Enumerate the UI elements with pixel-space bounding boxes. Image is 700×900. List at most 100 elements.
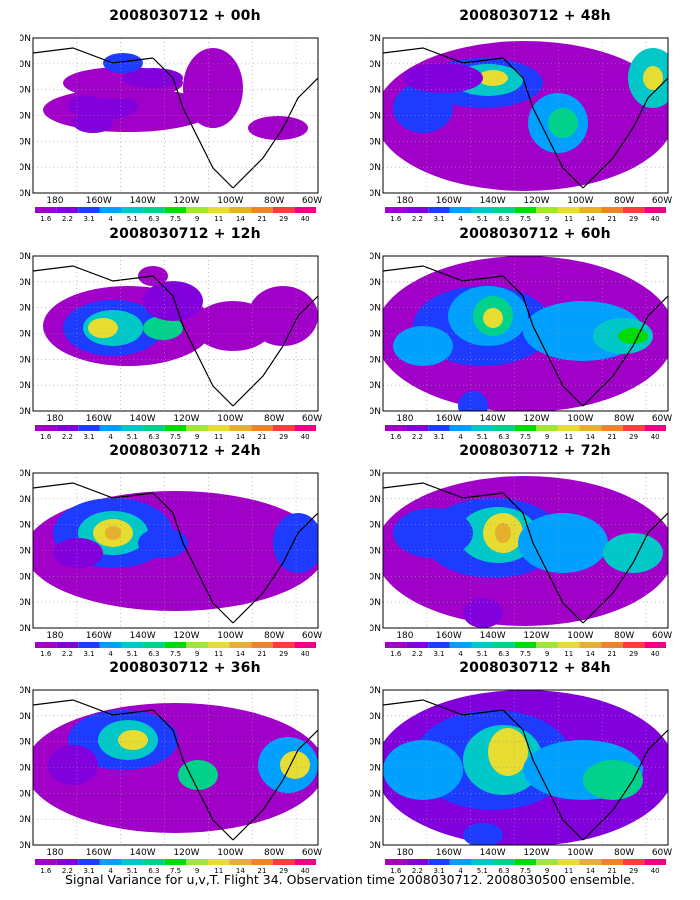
latitude-label: 20N [370,815,381,825]
colorbar-label: 3.1 [83,215,94,223]
longitude-label: 140W [480,414,506,424]
colorbar-swatch [35,207,57,213]
coastline [33,699,318,841]
colorbar-label: 6.3 [148,650,159,658]
latitude-label: 40N [370,764,381,774]
latitude-label: 70N [370,34,381,44]
latitude-label: 10N [370,407,381,417]
longitude-label: 120W [173,631,199,641]
colorbar-swatch [428,207,450,213]
latitude-label: 60N [370,60,381,70]
variance-map: 70N 60N 50N 40N 30N 20N 10N 180 160W 140W 120W 100W… [370,34,672,223]
latitude-label: 30N [370,137,381,147]
variance-map: 70N 60N 50N 40N 30N 20N 10N 180 160W 140W 120W 100W… [20,469,322,658]
map-panel: 2008030712 + 72h 70N 60N 50N 40N 30N 20N 10N 180… [370,443,700,658]
colorbar-label: 40 [651,215,660,223]
longitude-label: 180 [46,631,63,641]
colorbar-swatch [557,642,580,648]
latitude-label: 60N [370,712,381,722]
colorbar-label: 3.1 [83,867,94,875]
variance-contour [273,513,318,573]
colorbar-swatch [99,642,122,648]
colorbar-label: 14 [586,433,595,441]
colorbar-label: 7.5 [170,433,181,441]
colorbar-swatch [536,642,558,648]
colorbar-label: 1.6 [390,650,402,658]
latitude-label: 70N [370,686,381,696]
colorbar-label: 7.5 [520,867,531,875]
colorbar-swatch [601,642,623,648]
variance-map: 70N 60N 50N 40N 30N 20N 10N 180 160W 140W 120W 100W… [20,686,322,875]
latitude-label: 60N [20,278,31,288]
colorbar-swatch [557,859,580,865]
colorbar-label: 11 [564,867,573,875]
colorbar-swatch [143,425,165,431]
colorbar-swatch [493,425,515,431]
latitude-label: 40N [370,547,381,557]
colorbar-swatch [251,207,273,213]
colorbar-swatch [272,642,295,648]
longitude-label: 80W [264,848,284,858]
longitude-label: 160W [436,848,462,858]
longitude-label: 60W [652,848,672,858]
colorbar-swatch [99,859,122,865]
colorbar-label: 14 [236,867,245,875]
variance-contour [105,526,121,540]
colorbar-swatch [622,207,645,213]
coastline [33,482,318,624]
latitude-label: 20N [370,163,381,173]
latitude-label: 10N [20,624,31,634]
colorbar-label: 6.3 [148,867,159,875]
colorbar-label: 3.1 [433,867,444,875]
latitude-label: 10N [370,189,381,199]
longitude-label: 60W [302,196,322,206]
colorbar-swatch [644,859,666,865]
variance-contour [393,508,473,558]
colorbar-swatch [229,642,252,648]
colorbar-swatch [143,207,165,213]
coastline [33,265,318,407]
colorbar-label: 3.1 [83,433,94,441]
colorbar-label: 5.1 [477,867,488,875]
longitude-label: 120W [523,848,549,858]
variance-contour [118,812,138,828]
panel-title: 2008030712 + 36h [109,660,261,676]
longitude-label: 180 [46,414,63,424]
colorbar-swatch [449,425,472,431]
colorbar-swatch [207,642,230,648]
colorbar-label: 5.1 [477,650,488,658]
variance-contour [248,286,318,346]
colorbar-swatch [428,859,450,865]
longitude-label: 140W [130,196,156,206]
colorbar-swatch [164,859,187,865]
variance-contour [143,281,203,321]
colorbar-label: 9 [195,215,199,223]
variance-contour [53,538,103,568]
colorbar-swatch [272,859,295,865]
latitude-label: 30N [20,355,31,365]
colorbar-swatch [557,425,580,431]
longitude-label: 160W [86,631,112,641]
colorbar-label: 9 [545,433,549,441]
figure-caption: Signal Variance for u,v,T. Flight 34. Ob… [65,872,635,887]
latitude-label: 10N [20,407,31,417]
variance-contour [618,328,648,344]
colorbar-swatch [186,207,208,213]
latitude-label: 70N [20,252,31,262]
longitude-label: 160W [436,414,462,424]
longitude-label: 180 [46,196,63,206]
colorbar-label: 9 [545,867,549,875]
colorbar-label: 29 [629,867,638,875]
variance-contour [118,730,148,750]
colorbar-label: 11 [214,215,223,223]
colorbar-swatch [164,425,187,431]
colorbar-label: 2.2 [62,867,73,875]
colorbar-swatch [78,642,100,648]
latitude-label: 50N [370,304,381,314]
colorbar-swatch [56,425,79,431]
latitude-label: 70N [20,469,31,479]
colorbar-swatch [56,642,79,648]
latitude-label: 20N [370,381,381,391]
longitude-label: 120W [173,848,199,858]
longitude-label: 120W [523,414,549,424]
